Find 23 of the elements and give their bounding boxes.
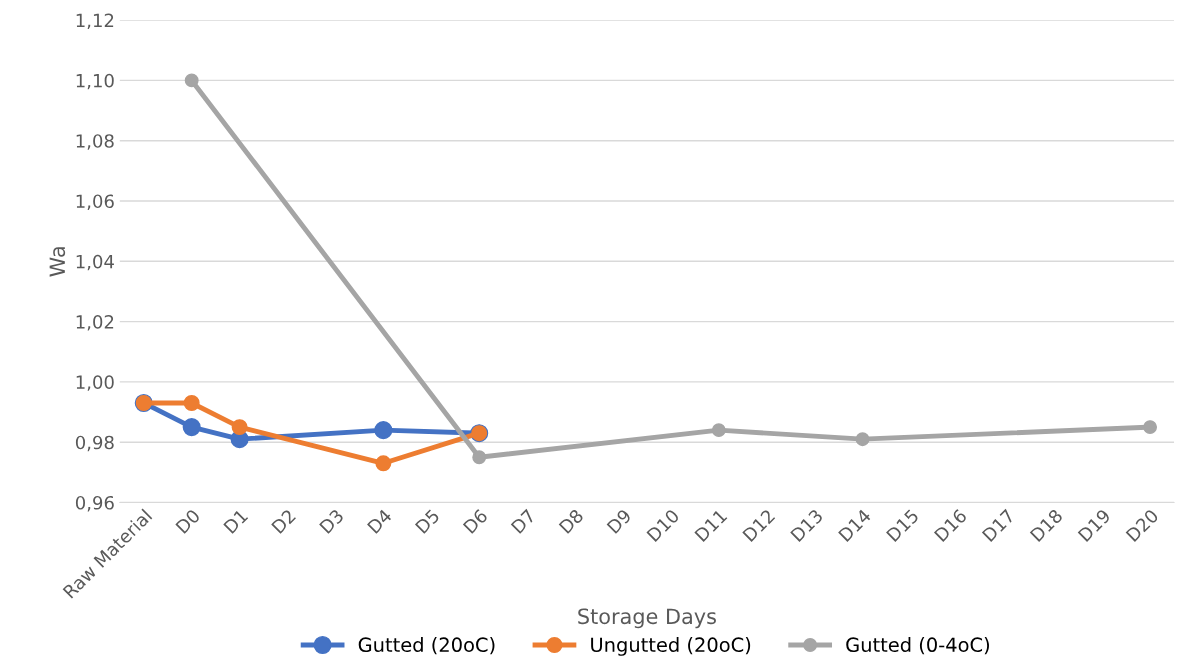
- x-tick-label: D1: [223, 508, 249, 534]
- legend-label: Gutted (0-4oC): [846, 637, 989, 655]
- y-axis-title: Wa: [49, 247, 66, 277]
- y-tick-label: 1,00: [76, 375, 114, 391]
- x-tick-label: D5: [414, 508, 441, 534]
- x-tick-label: D9: [606, 508, 632, 534]
- x-tick-label: D2: [271, 508, 296, 534]
- x-tick-label: D6: [462, 508, 489, 534]
- x-tick-label: D4: [367, 508, 393, 534]
- x-tick-label: D8: [558, 508, 585, 534]
- y-tick-label: 0,98: [75, 435, 114, 452]
- y-tick-label: 1,10: [76, 73, 114, 90]
- y-tick-label: 1,12: [76, 13, 114, 30]
- y-tick-label: 1,08: [76, 134, 114, 150]
- legend-label: Gutted (20oC): [358, 637, 495, 655]
- y-tick-label: 1,04: [76, 254, 114, 271]
- y-tick-label: 1,06: [76, 194, 114, 210]
- x-axis-title: Storage Days: [578, 608, 716, 629]
- y-tick-label: 1,02: [76, 315, 114, 331]
- x-tick-label: D7: [510, 508, 536, 534]
- x-tick-label: D3: [318, 508, 345, 534]
- x-tick-label: D0: [175, 508, 201, 534]
- legend-label: Ungutted (20oC): [591, 637, 751, 656]
